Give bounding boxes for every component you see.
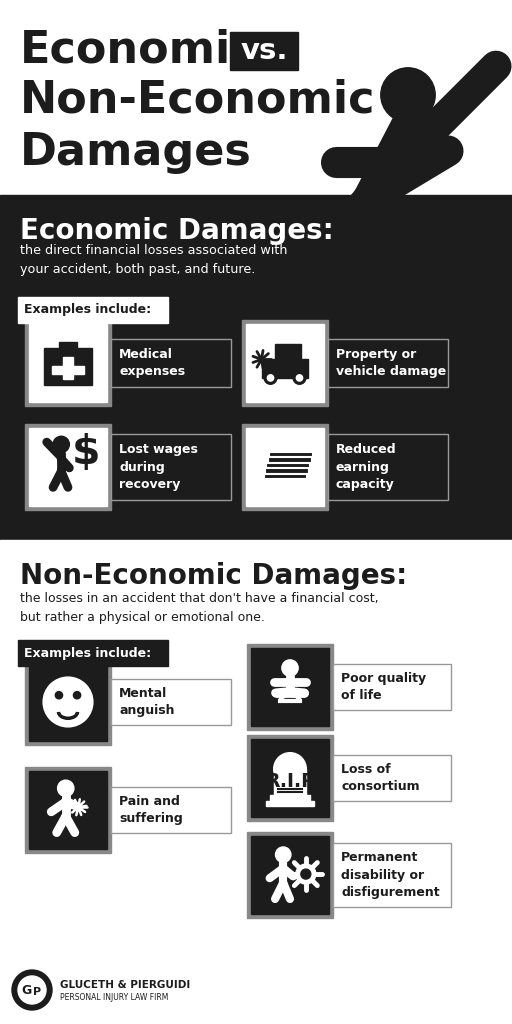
Bar xyxy=(63,356,73,379)
Bar xyxy=(111,787,231,833)
Bar xyxy=(18,640,168,666)
Text: Pain and
suffering: Pain and suffering xyxy=(119,795,183,825)
Bar xyxy=(246,324,324,402)
Bar xyxy=(251,739,329,817)
Circle shape xyxy=(73,691,81,698)
Bar xyxy=(270,796,310,801)
Bar xyxy=(242,424,328,510)
Circle shape xyxy=(296,375,303,381)
Circle shape xyxy=(282,659,298,676)
Bar xyxy=(247,831,333,918)
Bar xyxy=(29,771,107,849)
Bar xyxy=(25,319,111,406)
Text: R.I.P: R.I.P xyxy=(265,772,315,792)
Bar xyxy=(0,195,512,540)
Text: Permanent
disability or
disfigurement: Permanent disability or disfigurement xyxy=(341,851,440,899)
Circle shape xyxy=(274,753,306,785)
Bar xyxy=(29,663,107,741)
Bar xyxy=(18,297,168,323)
Bar xyxy=(268,457,311,462)
Text: Lost wages
during
recovery: Lost wages during recovery xyxy=(119,443,198,490)
Bar xyxy=(333,755,451,801)
Bar xyxy=(251,648,329,726)
Circle shape xyxy=(301,869,311,879)
Bar xyxy=(111,339,231,387)
Circle shape xyxy=(293,372,306,384)
Bar xyxy=(274,343,301,359)
Text: GLUCETH & PIERGUIDI: GLUCETH & PIERGUIDI xyxy=(60,980,190,990)
Text: PERSONAL INJURY LAW FIRM: PERSONAL INJURY LAW FIRM xyxy=(60,992,168,1001)
Bar xyxy=(333,843,451,907)
Text: Reduced
earning
capacity: Reduced earning capacity xyxy=(336,443,397,490)
Bar xyxy=(274,769,306,796)
Circle shape xyxy=(12,970,52,1010)
Bar xyxy=(29,428,107,506)
Bar xyxy=(265,468,308,473)
Bar xyxy=(25,767,111,853)
Bar xyxy=(25,659,111,745)
Text: Loss of
consortium: Loss of consortium xyxy=(341,763,420,794)
Text: the losses in an accident that don't have a financial cost,
but rather a physica: the losses in an accident that don't hav… xyxy=(20,592,379,624)
Text: Property or
vehicle damage: Property or vehicle damage xyxy=(336,348,446,378)
Text: Non-Economic Damages:: Non-Economic Damages: xyxy=(20,562,407,590)
Bar xyxy=(264,474,307,478)
Bar xyxy=(52,366,84,374)
Bar xyxy=(328,339,448,387)
Bar xyxy=(246,428,324,506)
Circle shape xyxy=(296,864,316,884)
Text: Examples include:: Examples include: xyxy=(24,646,151,659)
Circle shape xyxy=(267,375,274,381)
Text: Non-Economic: Non-Economic xyxy=(20,79,375,122)
Text: $: $ xyxy=(72,433,100,473)
Bar xyxy=(251,836,329,914)
Bar xyxy=(333,664,451,710)
Text: Examples include:: Examples include: xyxy=(24,303,151,316)
Text: Poor quality
of life: Poor quality of life xyxy=(341,672,426,702)
Bar xyxy=(242,319,328,406)
Bar xyxy=(247,735,333,821)
Bar xyxy=(266,463,309,467)
Bar xyxy=(59,342,77,351)
Text: vs.: vs. xyxy=(240,37,288,65)
Bar xyxy=(262,359,308,378)
Circle shape xyxy=(53,436,69,453)
Text: P: P xyxy=(33,987,41,997)
Bar xyxy=(230,32,298,70)
Bar xyxy=(0,0,512,195)
Bar xyxy=(111,434,231,500)
Bar xyxy=(328,434,448,500)
Text: Medical
expenses: Medical expenses xyxy=(119,348,185,378)
Circle shape xyxy=(57,780,74,797)
Bar xyxy=(111,679,231,725)
Bar xyxy=(25,424,111,510)
Circle shape xyxy=(43,677,93,727)
Bar xyxy=(44,348,92,385)
Text: Damages: Damages xyxy=(20,130,252,173)
Text: G: G xyxy=(21,983,31,996)
Text: the direct financial losses associated with
your accident, both past, and future: the direct financial losses associated w… xyxy=(20,244,288,276)
Bar xyxy=(247,644,333,730)
Circle shape xyxy=(18,976,46,1004)
Circle shape xyxy=(381,68,435,122)
Bar xyxy=(0,540,512,1024)
Bar xyxy=(269,452,312,456)
Circle shape xyxy=(275,847,291,862)
Text: Economic Damages:: Economic Damages: xyxy=(20,217,334,245)
Circle shape xyxy=(55,691,62,698)
Text: Mental
anguish: Mental anguish xyxy=(119,687,175,717)
Circle shape xyxy=(264,372,277,384)
Bar xyxy=(266,801,313,806)
Text: Economic: Economic xyxy=(20,29,258,72)
Bar xyxy=(29,324,107,402)
